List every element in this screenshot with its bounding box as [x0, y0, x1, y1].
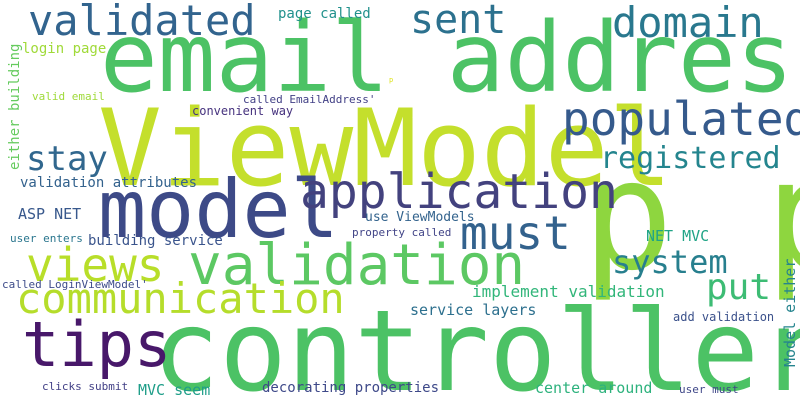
word-use-viewmodels: use ViewModels: [365, 210, 475, 225]
word-p-small: p: [389, 76, 394, 84]
word-property-called: property called: [352, 226, 452, 239]
word-page-called: page called: [278, 6, 371, 22]
word-application: application: [300, 164, 618, 220]
word-communication: communication: [16, 274, 345, 323]
word-service-layers: service layers: [410, 301, 537, 319]
word-tips: tips: [22, 308, 172, 381]
word-viewmodel: ViewModel: [98, 87, 673, 210]
word-stay: stay: [26, 139, 108, 179]
word-sent: sent: [410, 0, 507, 43]
word-implement-validation: implement validation: [472, 282, 665, 301]
word-either-building: either building: [7, 43, 23, 170]
word-add-validation: add validation: [673, 310, 775, 324]
word-asp-net: ASP NET: [18, 205, 82, 223]
word-user-must: user must: [679, 383, 739, 396]
word-must: must: [460, 206, 571, 260]
word-login-page: login page: [22, 41, 107, 57]
word-valid-email: valid email: [32, 90, 105, 103]
word-center-around: center around: [535, 379, 653, 397]
word-put: put: [706, 267, 772, 308]
word-email-address: email address: [100, 2, 800, 114]
word-system: system: [612, 243, 728, 281]
word-called-emailaddress: called EmailAddress': [243, 93, 376, 106]
word-views: views: [26, 238, 165, 292]
word-clicks-submit: clicks submit: [42, 380, 129, 393]
word-p-p: p p: [582, 127, 800, 304]
word-controller: controller: [152, 287, 800, 400]
word-domain: domain: [612, 0, 764, 47]
word-mvc-seem: MVC seem: [138, 381, 211, 399]
word-model-either: Model either: [781, 258, 799, 367]
word-decorating-properties: decorating properties: [262, 380, 440, 396]
word-validated: validated: [28, 0, 256, 45]
word-convenient-way: convenient way: [192, 104, 294, 118]
word-building-service: building service: [88, 233, 223, 249]
word-populated: populated: [562, 92, 800, 146]
word-model: model: [98, 163, 339, 256]
word-validation: validation: [188, 233, 526, 298]
word-validation-attributes: validation attributes: [20, 175, 198, 191]
word-user-enters: user enters: [10, 232, 83, 245]
word-net-mvc: NET MVC: [646, 227, 710, 245]
word-called-loginviewmodel: called LoginViewModel': [2, 278, 148, 291]
word-registered: registered: [600, 141, 781, 176]
